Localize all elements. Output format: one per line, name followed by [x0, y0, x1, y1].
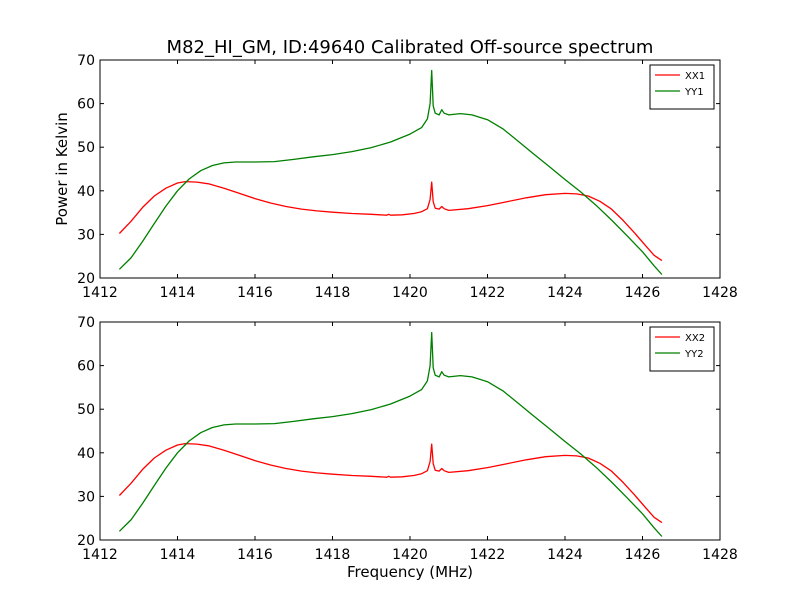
bottom-legend-box — [649, 326, 715, 372]
top-x-tick-label: 1418 — [315, 285, 351, 301]
bottom-series-line-xx2 — [118, 442, 663, 524]
x-axis-label: Frequency (MHz) — [347, 563, 473, 581]
top-x-tick-label: 1412 — [82, 285, 118, 301]
top-x-tick-label: 1428 — [702, 285, 738, 301]
top-x-tick-label: 1414 — [160, 285, 196, 301]
top-series-line-yy1 — [118, 69, 663, 275]
top-y-tick-label: 20 — [77, 271, 95, 287]
top-series-line-xx1 — [118, 180, 663, 262]
bottom-y-tick-label: 50 — [77, 402, 95, 418]
top-y-tick-label: 60 — [77, 97, 95, 113]
bottom-x-tick-label: 1422 — [470, 547, 506, 563]
bottom-x-tick-label: 1426 — [625, 547, 661, 563]
top-series-group — [118, 69, 663, 275]
top-legend-box — [649, 64, 715, 110]
bottom-legend-label-xx2: XX2 — [685, 333, 705, 344]
bottom-y-tick-label: 40 — [77, 446, 95, 462]
top-x-tick-label: 1426 — [625, 285, 661, 301]
bottom-y-tick-label: 30 — [77, 489, 95, 505]
top-x-tick-label: 1420 — [392, 285, 428, 301]
bottom-x-tick-label: 1412 — [82, 547, 118, 563]
top-spectrum-panel: 1412 1414 1416 1418 1420 1422 1424 1426 1428 20 30… — [77, 53, 738, 301]
bottom-spectrum-panel: 1412 1414 1416 1418 1420 1422 1424 1426 1428 20 30… — [77, 315, 738, 563]
top-x-tick-label: 1424 — [547, 285, 583, 301]
bottom-x-tick-label: 1424 — [547, 547, 583, 563]
bottom-y-tick-label: 70 — [77, 315, 95, 331]
bottom-x-tick-label: 1420 — [392, 547, 428, 563]
bottom-x-tick-label: 1428 — [702, 547, 738, 563]
top-y-tick-label: 30 — [77, 227, 95, 243]
top-y-tick-label: 70 — [77, 53, 95, 69]
bottom-y-tick-label: 60 — [77, 359, 95, 375]
y-axis-label: Power in Kelvin — [53, 112, 71, 226]
bottom-legend-label-yy2: YY2 — [684, 349, 704, 360]
top-legend-label-xx1: XX1 — [685, 71, 705, 82]
top-x-tick-label: 1422 — [470, 285, 506, 301]
top-y-tick-label: 50 — [77, 140, 95, 156]
bottom-plot-frame — [99, 321, 721, 541]
bottom-series-group — [118, 331, 663, 537]
top-y-tick-label: 40 — [77, 184, 95, 200]
top-legend-label-yy1: YY1 — [684, 87, 704, 98]
bottom-x-tick-label: 1418 — [315, 547, 351, 563]
bottom-series-line-yy2 — [118, 331, 663, 537]
bottom-y-tick-label: 20 — [77, 533, 95, 549]
figure-title: M82_HI_GM, ID:49640 Calibrated Off-sourc… — [167, 37, 654, 58]
top-x-tick-label: 1416 — [237, 285, 273, 301]
bottom-x-tick-label: 1416 — [237, 547, 273, 563]
top-plot-frame — [99, 59, 721, 279]
bottom-x-tick-label: 1414 — [160, 547, 196, 563]
